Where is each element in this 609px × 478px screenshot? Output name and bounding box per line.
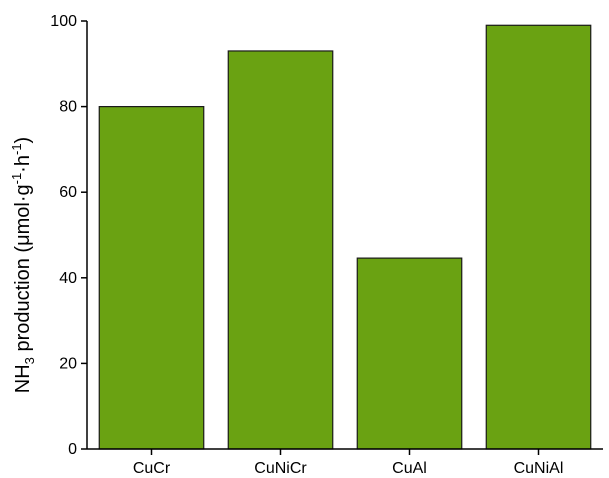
x-ticks-group: CuCr CuNiCr CuAl CuNiAl [133,449,564,477]
y-tick-label: 60 [59,184,77,201]
y-axis-title-prefix: NH [12,364,34,393]
y-axis-title-dot: ·h [12,155,34,173]
y-axis-title-close: ) [12,137,34,144]
axes-group [86,21,603,450]
x-tick-label: CuNiAl [514,460,564,477]
bar-cunicr [227,50,334,450]
y-axis-title-subscript: 3 [22,357,37,364]
y-tick-label: 40 [59,270,77,287]
bar-cual [356,257,463,450]
x-tick-label: CuCr [133,460,171,477]
x-tick-label: CuAl [392,460,427,477]
y-tick-label: 0 [68,441,77,458]
y-axis-title-superscript-2: -1 [9,143,24,155]
y-axis-title-unit: mol·g [12,184,34,234]
y-tick-label: 100 [50,13,77,30]
y-tick-label: 80 [59,99,77,116]
y-ticks-group: 0 20 40 60 80 100 [50,13,87,458]
bar-cunial [485,24,592,450]
y-axis-title-main: production ( [12,246,34,358]
bar-cucr [98,105,205,450]
y-axis-title: NH3 production (μmol·g-1·h-1) [9,137,37,393]
bars-group [98,24,592,450]
x-tick-label: CuNiCr [254,460,307,477]
y-axis-title-superscript-1: -1 [9,173,24,185]
y-axis-title-mu: μ [12,234,34,246]
y-tick-label: 20 [59,355,77,372]
